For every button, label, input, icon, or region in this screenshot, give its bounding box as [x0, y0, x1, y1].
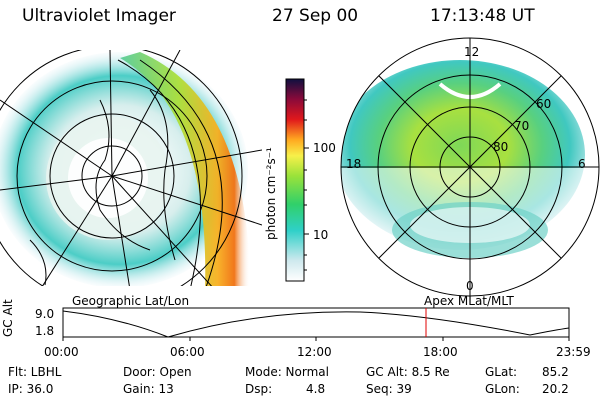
stat-dsp-label: Dsp:	[245, 382, 273, 396]
geographic-caption: Geographic Lat/Lon	[72, 294, 190, 308]
mlt-label-6: 6	[578, 157, 586, 171]
magnetic-caption: Apex MLat/MLT	[424, 294, 514, 308]
colorbar-tick-10: 10	[313, 228, 329, 242]
stat-glat-value: 85.2	[542, 365, 569, 379]
mlt-label-12: 12	[464, 45, 480, 59]
timeline-xtick-2359: 23:59	[556, 345, 591, 359]
stat-glat-label: GLat:	[485, 365, 518, 379]
mlat-label-60: 60	[536, 97, 552, 111]
time-label: 17:13:48 UT	[430, 6, 535, 26]
timeline-xtick-0000: 00:00	[44, 345, 79, 359]
stat-dsp-value: 4.8	[306, 382, 326, 396]
stat-glon-value: 20.2	[542, 382, 569, 396]
stat-gcalt: GC Alt: 8.5 Re	[366, 365, 450, 379]
mlt-label-0: 0	[466, 279, 474, 293]
magnetic-polar-plot	[340, 37, 600, 297]
timeline-xtick-1800: 18:00	[423, 345, 458, 359]
colorbar-tick-100: 100	[313, 141, 336, 155]
stat-ip: IP: 36.0	[8, 382, 54, 396]
stat-seq: Seq: 39	[366, 382, 412, 396]
timeline-xtick-1200: 12:00	[297, 345, 332, 359]
instrument-title: Ultraviolet Imager	[22, 6, 176, 26]
timeline-ylabel: GC Alt	[1, 299, 15, 337]
geographic-image	[0, 50, 262, 286]
timeline-xtick-0600: 06:00	[170, 345, 205, 359]
date-label: 27 Sep 00	[272, 6, 359, 26]
mlat-label-70: 70	[514, 119, 530, 133]
stat-door: Door: Open	[123, 365, 192, 379]
stat-mode: Mode: Normal	[245, 365, 329, 379]
colorbar-ticks	[304, 99, 309, 271]
altitude-timeline	[62, 307, 570, 341]
mlat-label-80: 80	[493, 140, 509, 154]
colorbar	[285, 78, 305, 282]
colorbar-unit-label: photon cm⁻²s⁻¹	[264, 147, 278, 240]
mlt-label-18: 18	[346, 157, 362, 171]
stat-flt: Flt: LBHL	[8, 365, 62, 379]
timeline-ytick-top: 9.0	[35, 307, 55, 321]
timeline-ytick-bottom: 1.8	[35, 324, 55, 338]
stat-gain: Gain: 13	[123, 382, 174, 396]
stat-glon-label: GLon:	[485, 382, 520, 396]
